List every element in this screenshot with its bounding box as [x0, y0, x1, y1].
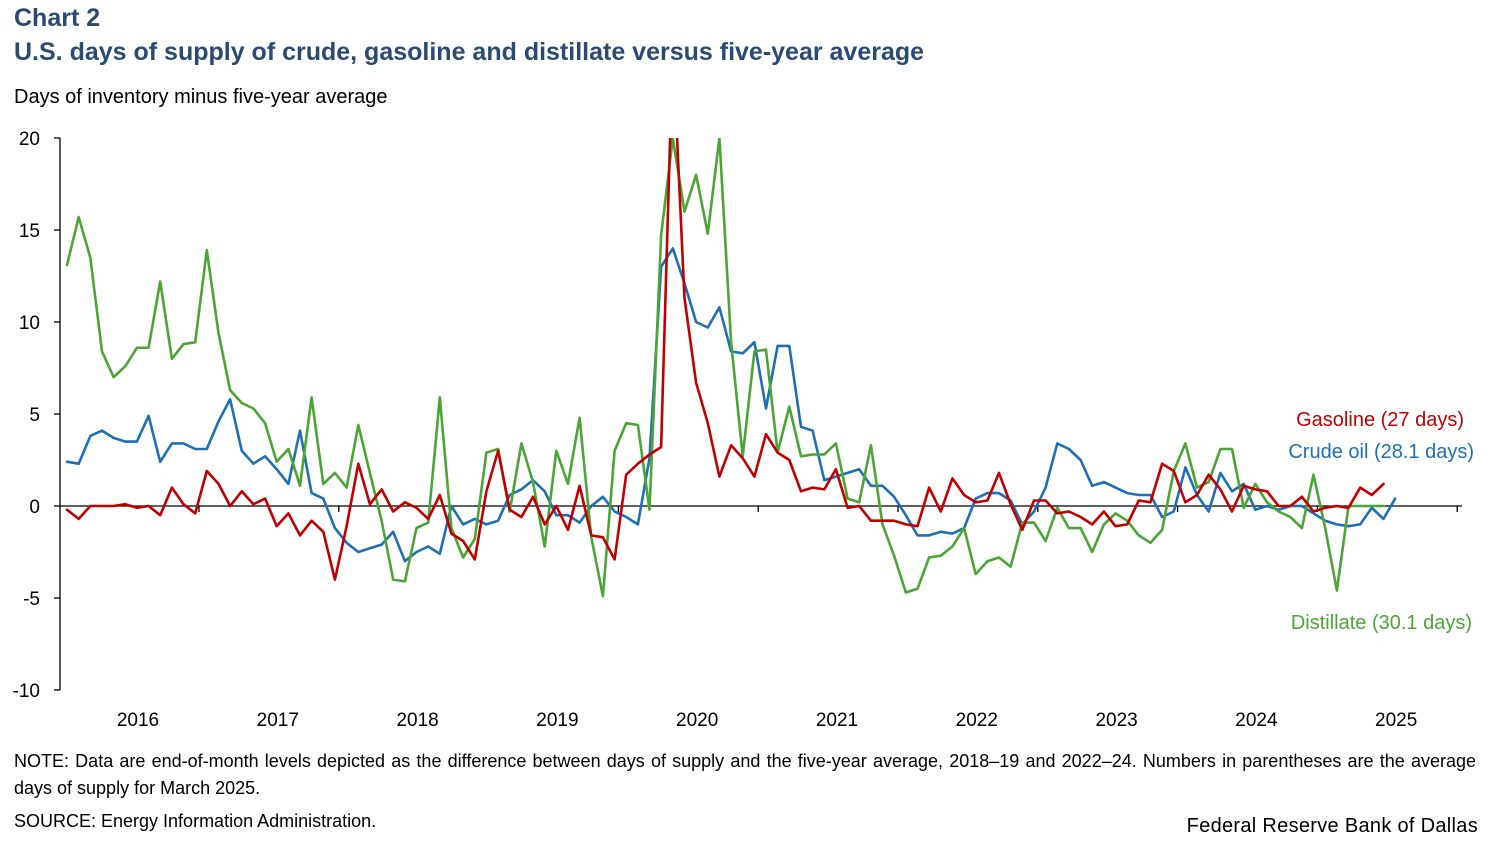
y-tick-label: 0 [29, 497, 40, 518]
series-line-crude-oil [65, 247, 1397, 563]
y-tick-label: 15 [19, 221, 40, 242]
x-tick-label: 2022 [956, 710, 998, 731]
footnote: NOTE: Data are end-of-month levels depic… [14, 751, 1476, 798]
series-line-gasoline [65, 138, 1385, 581]
x-tick-label: 2018 [396, 710, 438, 731]
series-label-distillate: Distillate (30.1 days) [1291, 612, 1472, 634]
series-label-gasoline: Gasoline (27 days) [1296, 409, 1464, 431]
x-tick-label: 2025 [1375, 710, 1417, 731]
y-tick-label: 10 [19, 313, 40, 334]
y-tick-label: 5 [29, 405, 40, 426]
y-tick-label: 20 [19, 129, 40, 150]
x-tick-label: 2016 [117, 710, 159, 731]
x-tick-label: 2020 [676, 710, 718, 731]
x-tick-label: 2017 [257, 710, 299, 731]
y-tick-label: -5 [23, 589, 40, 610]
x-tick-label: 2021 [816, 710, 858, 731]
chart-label: Chart 2 [14, 4, 101, 32]
publisher-brand: Federal Reserve Bank of Dallas [1186, 815, 1478, 837]
series-group [65, 138, 1397, 598]
y-axis-title: Days of inventory minus five-year averag… [14, 86, 388, 108]
x-tick-label: 2024 [1235, 710, 1278, 731]
series-label-crude-oil: Crude oil (28.1 days) [1288, 441, 1474, 463]
chart-title: U.S. days of supply of crude, gasoline a… [14, 38, 925, 66]
source-note: SOURCE: Energy Information Administratio… [14, 811, 377, 831]
x-tick-label: 2019 [536, 710, 578, 731]
series-labels: Gasoline (27 days) Crude oil (28.1 days)… [1288, 409, 1474, 634]
x-tick-label: 2023 [1095, 710, 1137, 731]
series-line-distillate [65, 138, 1385, 598]
y-tick-label: -10 [13, 681, 40, 702]
axes: 20 15 10 5 0 -5 -10 2016 2017 2018 2019 2020 2021 202… [13, 129, 1462, 731]
